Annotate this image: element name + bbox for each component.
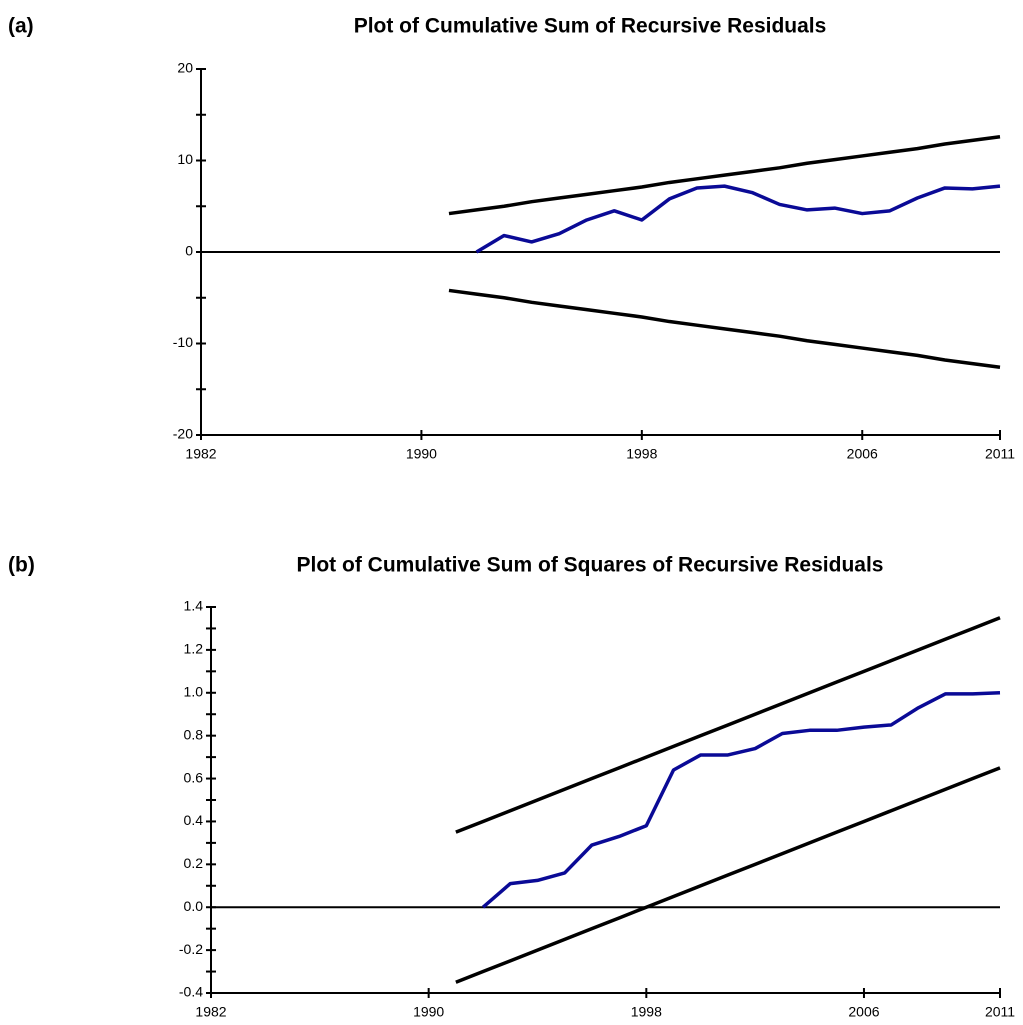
series-line	[448, 134, 1001, 216]
x-tick-label: 2011	[985, 446, 1015, 462]
x-tick-label: 2006	[847, 446, 878, 462]
y-tick-label: 1.0	[184, 683, 204, 699]
x-tick-label: 1990	[406, 446, 437, 462]
x-tick-label: 2011	[985, 1004, 1015, 1020]
x-tick-label: 1998	[631, 1004, 662, 1020]
series-line	[481, 691, 1001, 909]
x-tick-label: 1998	[626, 446, 657, 462]
y-tick-label: 10	[177, 151, 193, 167]
series-line	[455, 616, 1001, 834]
y-tick-label: 1.4	[184, 598, 204, 614]
series-line	[448, 288, 1001, 370]
chart-title: Plot of Cumulative Sum of Squares of Rec…	[297, 554, 884, 577]
x-tick-label: 1982	[195, 1004, 226, 1020]
panel-label: (a)	[8, 15, 34, 38]
y-tick-label: -0.2	[179, 941, 203, 957]
y-tick-label: 0.8	[184, 726, 204, 742]
y-tick-label: 1.2	[184, 641, 204, 657]
y-tick-label: 0.2	[184, 855, 204, 871]
chart-title: Plot of Cumulative Sum of Recursive Resi…	[354, 15, 827, 38]
y-tick-label: 0.6	[184, 769, 204, 785]
y-tick-label: -10	[173, 334, 193, 350]
y-tick-label: -20	[173, 426, 193, 442]
series-line	[455, 766, 1001, 984]
y-tick-label: -0.4	[179, 984, 203, 1000]
y-tick-label: 0	[185, 243, 193, 259]
x-tick-label: 2006	[848, 1004, 879, 1020]
y-tick-label: 20	[177, 60, 193, 76]
series-line	[475, 184, 1001, 254]
x-tick-label: 1982	[185, 446, 216, 462]
y-tick-label: 0.4	[184, 812, 204, 828]
x-tick-label: 1990	[413, 1004, 444, 1020]
y-tick-label: 0.0	[184, 898, 204, 914]
panel-label: (b)	[8, 554, 35, 577]
